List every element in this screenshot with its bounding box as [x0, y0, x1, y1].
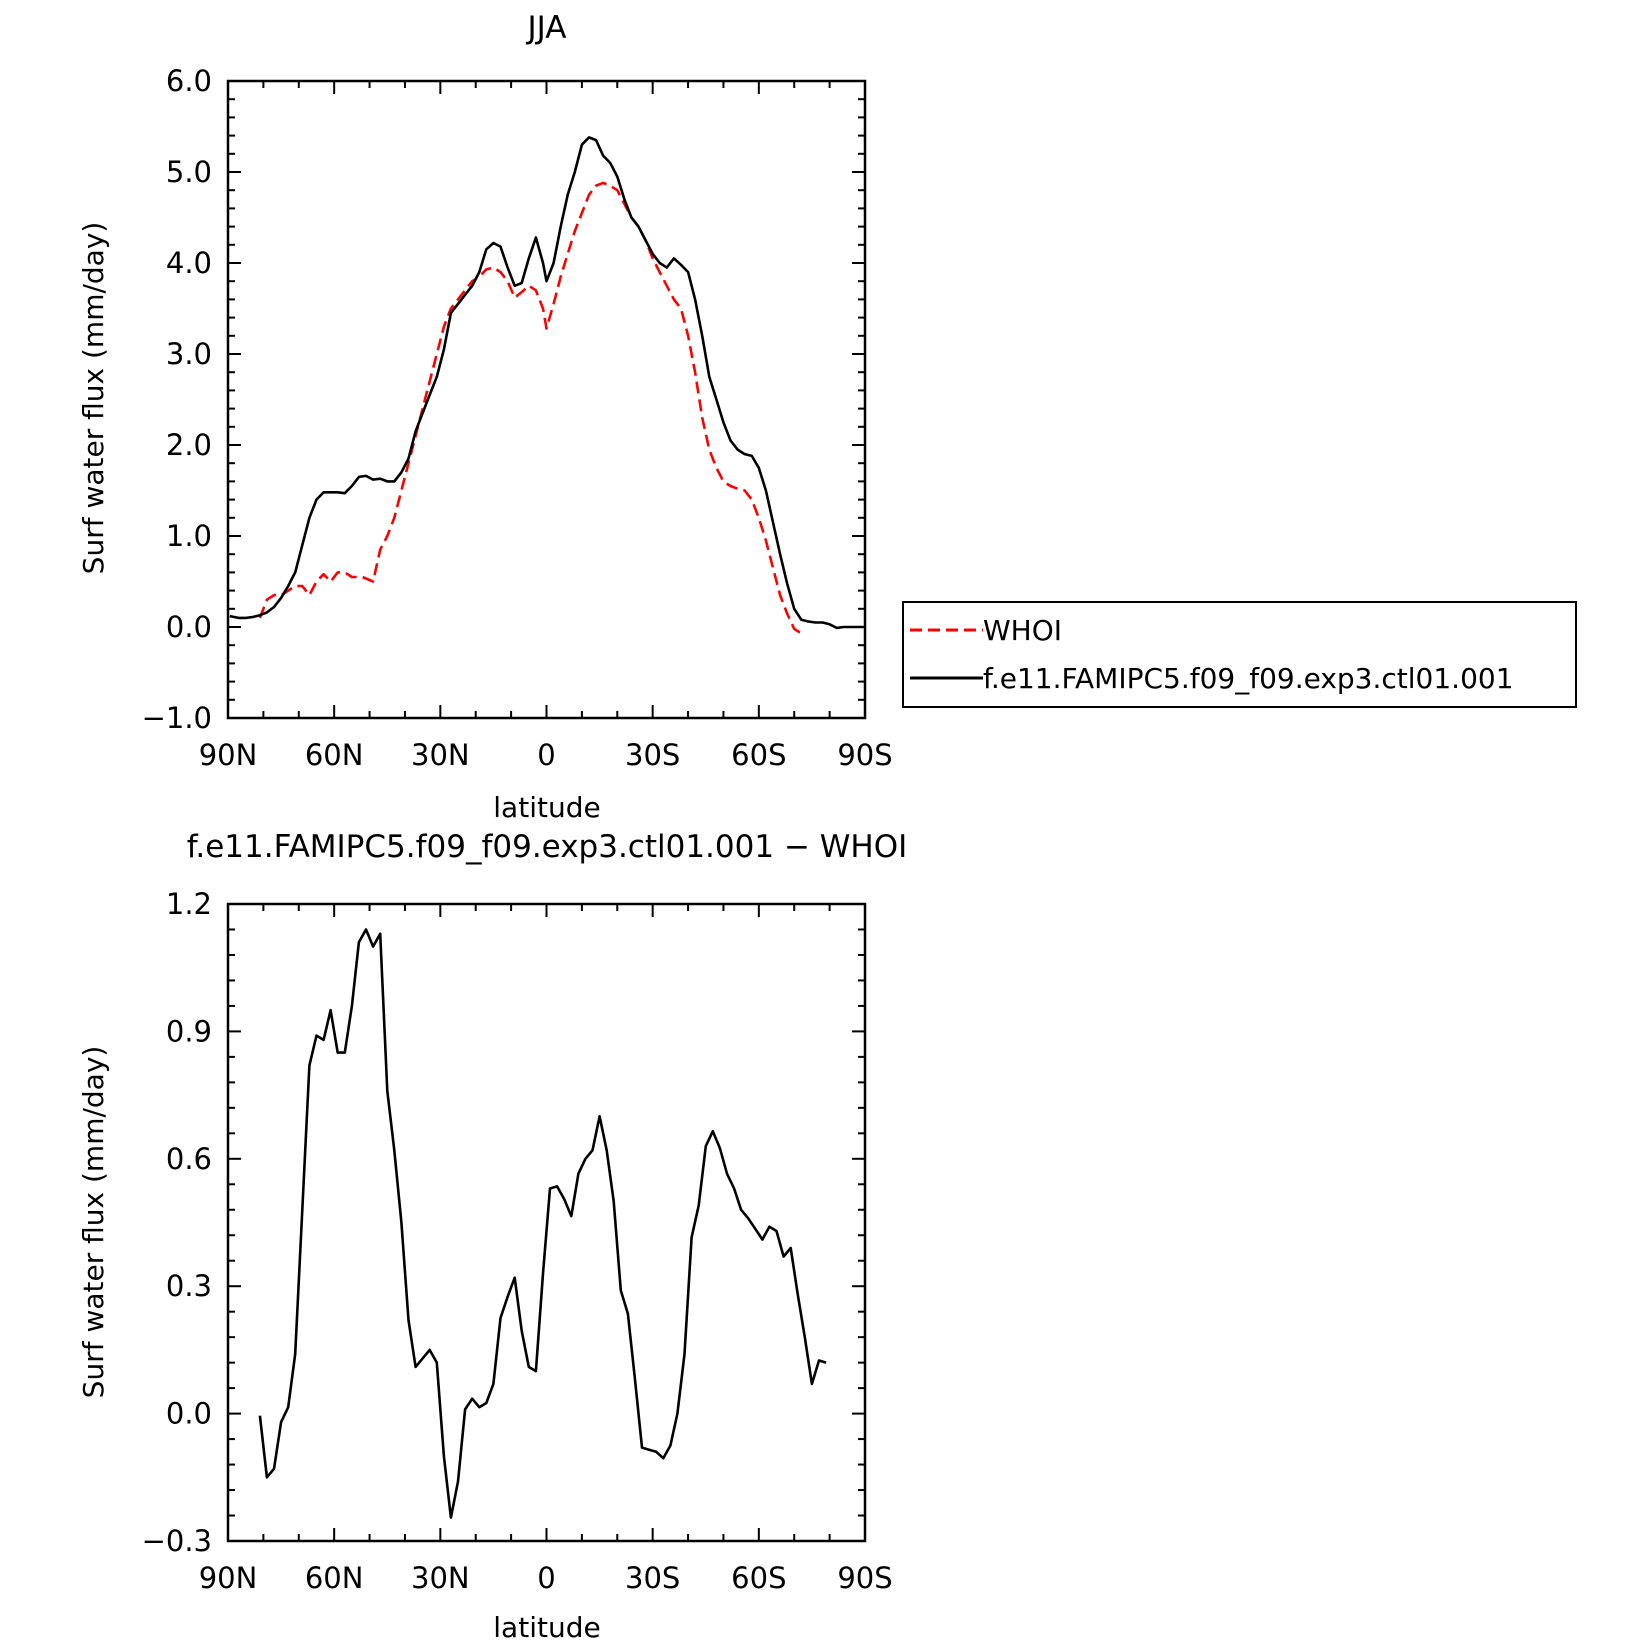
x-tick-label: 60S — [731, 738, 786, 772]
y-tick-label: 0.3 — [166, 1269, 212, 1303]
legend-label-whoi: WHOI — [983, 614, 1062, 647]
y-tick-label: −1.0 — [142, 701, 212, 735]
chart-panel-difference: f.e11.FAMIPC5.f09_f09.exp3.ctl01.001 − W… — [77, 829, 907, 1644]
y-tick-label: 6.0 — [166, 64, 212, 98]
plot-frame — [226, 79, 867, 720]
y-tick-label: 0.9 — [166, 1014, 212, 1048]
x-axis-label: latitude — [493, 1611, 600, 1644]
x-tick-label: 90S — [837, 1561, 892, 1595]
x-tick-label: 0 — [537, 1561, 555, 1595]
x-tick-label: 30N — [411, 1561, 470, 1595]
x-tick-label: 60S — [731, 1561, 786, 1595]
x-tick-label: 0 — [537, 738, 555, 772]
legend: WHOI f.e11.FAMIPC5.f09_f09.exp3.ctl01.00… — [902, 601, 1577, 708]
chart-panel-jja: JJA latitude Surf water flux (mm/day) 90… — [77, 10, 893, 824]
legend-box — [902, 601, 1577, 708]
y-tick-label: 1.0 — [166, 519, 212, 553]
chart-title: JJA — [526, 10, 567, 46]
y-tick-label: 0.6 — [166, 1142, 212, 1176]
chart-title: f.e11.FAMIPC5.f09_f09.exp3.ctl01.001 − W… — [187, 829, 908, 865]
y-tick-label: −0.3 — [142, 1524, 212, 1558]
series-line-1 — [229, 136, 864, 630]
x-tick-label: 30N — [411, 738, 470, 772]
series-line-0 — [258, 181, 803, 635]
y-axis-label: Surf water flux (mm/day) — [77, 1046, 110, 1399]
series-line-0 — [258, 928, 827, 1519]
y-tick-label: 3.0 — [166, 337, 212, 371]
legend-label-model: f.e11.FAMIPC5.f09_f09.exp3.ctl01.001 — [983, 662, 1514, 695]
y-tick-label: 0.0 — [166, 1397, 212, 1431]
y-tick-label: 1.2 — [166, 887, 212, 921]
x-tick-label: 60N — [305, 738, 364, 772]
x-tick-label: 30S — [625, 1561, 680, 1595]
y-tick-label: 5.0 — [166, 155, 212, 189]
x-tick-label: 30S — [625, 738, 680, 772]
x-tick-label: 90N — [199, 738, 258, 772]
x-axis-label: latitude — [493, 791, 600, 824]
x-tick-label: 90N — [199, 1561, 258, 1595]
x-tick-label: 90S — [837, 738, 892, 772]
y-axis-label: Surf water flux (mm/day) — [77, 222, 110, 575]
y-tick-label: 0.0 — [166, 610, 212, 644]
y-tick-label: 2.0 — [166, 428, 212, 462]
y-tick-label: 4.0 — [166, 246, 212, 280]
x-tick-label: 60N — [305, 1561, 364, 1595]
